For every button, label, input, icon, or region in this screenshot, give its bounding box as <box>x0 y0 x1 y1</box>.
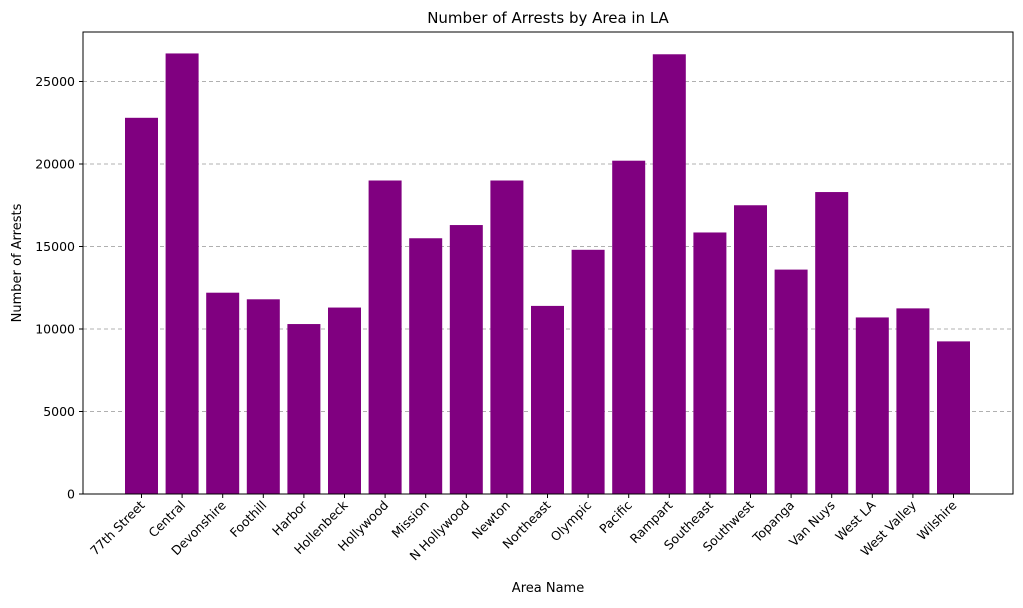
y-axis-label: Number of Arrests <box>10 203 25 322</box>
bar-west-valley <box>896 308 930 494</box>
y-axis-ticks: 0 5000 10000 15000 20000 25000 <box>35 74 83 502</box>
bar-77th-street <box>125 117 158 495</box>
bar-southeast <box>693 232 727 494</box>
bar-n-hollywood <box>449 225 483 495</box>
x-tick-label: Olympic <box>547 497 594 544</box>
bar-rampart <box>652 54 686 495</box>
x-tick-label: Foothill <box>227 498 270 541</box>
bar-southwest <box>734 205 767 494</box>
bar-wilshire <box>937 341 970 494</box>
bar-northeast <box>531 305 564 494</box>
bar-topanga <box>774 269 808 494</box>
bar-devonshire <box>206 292 240 494</box>
bar-mission <box>409 238 443 494</box>
y-tick-label: 25000 <box>35 74 75 89</box>
bar-van-nuys <box>815 192 849 495</box>
bar-olympic <box>571 249 605 494</box>
bar-central <box>165 53 199 494</box>
bar-pacific <box>612 160 646 494</box>
y-tick-label: 10000 <box>35 322 75 337</box>
bar-west-la <box>855 317 889 494</box>
bar-newton <box>490 180 524 494</box>
x-tick-label: Wilshire <box>914 497 960 543</box>
y-tick-label: 5000 <box>43 404 75 419</box>
bar-harbor <box>287 324 321 494</box>
y-tick-label: 0 <box>67 487 75 502</box>
chart-title: Number of Arrests by Area in LA <box>427 9 669 27</box>
bars <box>125 53 970 495</box>
x-tick-label: Pacific <box>596 497 635 536</box>
x-tick-label: 77th Street <box>87 497 148 558</box>
bar-hollenbeck <box>328 307 361 494</box>
y-tick-label: 20000 <box>35 157 75 172</box>
bar-foothill <box>246 299 280 494</box>
y-tick-label: 15000 <box>35 239 75 254</box>
x-axis-label: Area Name <box>512 581 584 596</box>
bar-hollywood <box>368 180 402 494</box>
